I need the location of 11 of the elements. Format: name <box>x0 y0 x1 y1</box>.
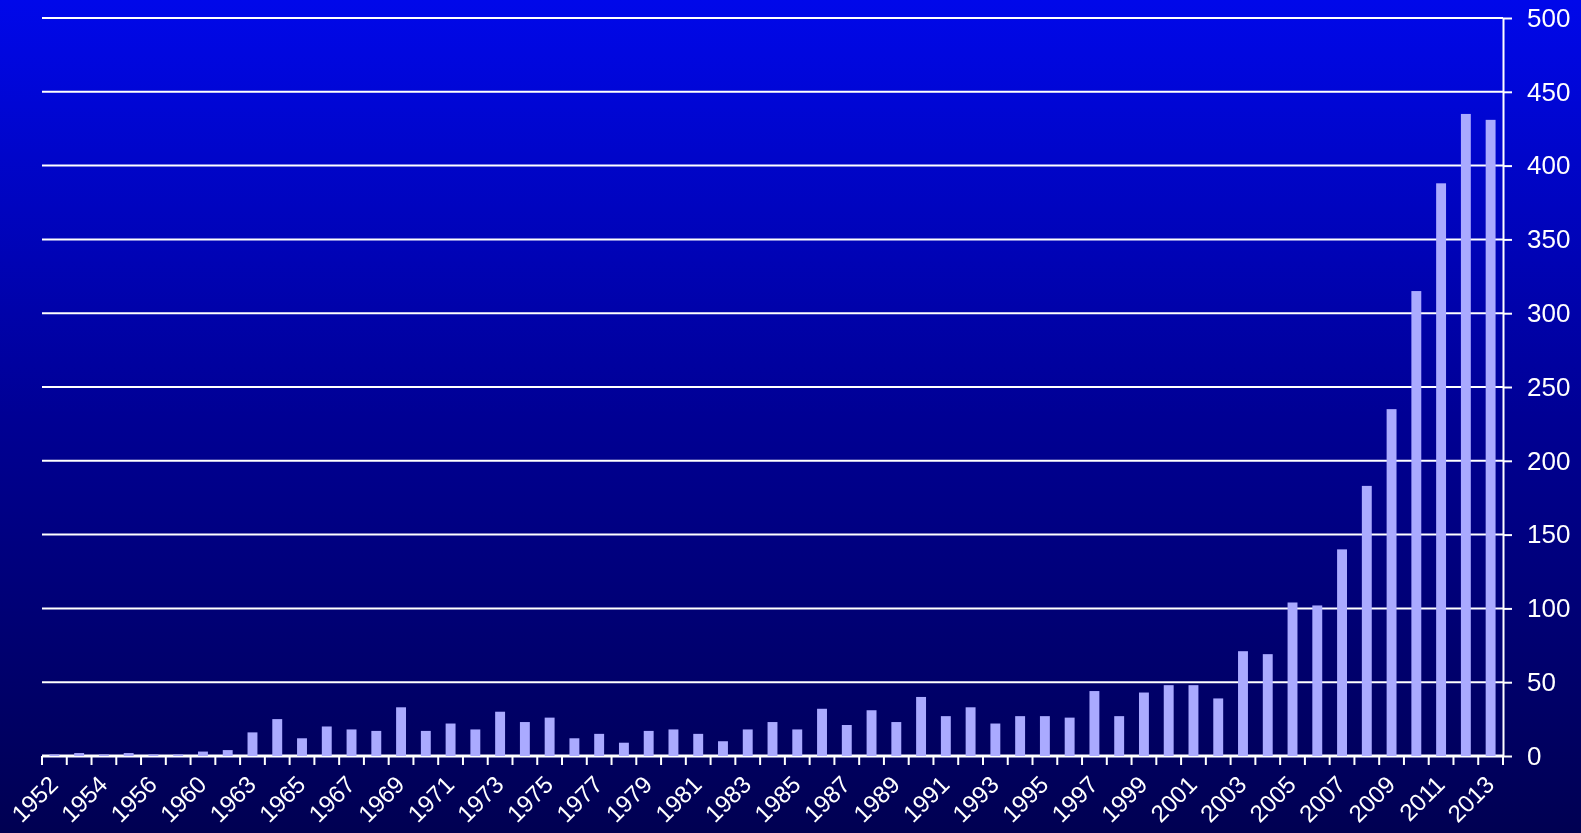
y-tick-label: 500 <box>1527 2 1571 33</box>
y-tick-label: 0 <box>1527 740 1542 771</box>
y-tick-label: 50 <box>1527 667 1556 698</box>
y-tick-label: 400 <box>1527 150 1571 181</box>
y-tick-label: 250 <box>1527 371 1571 402</box>
y-tick-label: 450 <box>1527 76 1571 107</box>
y-tick-label: 350 <box>1527 224 1571 255</box>
y-tick-label: 100 <box>1527 593 1571 624</box>
y-tick-label: 300 <box>1527 298 1571 329</box>
y-tick-label: 150 <box>1527 519 1571 550</box>
y-tick-label: 200 <box>1527 445 1571 476</box>
